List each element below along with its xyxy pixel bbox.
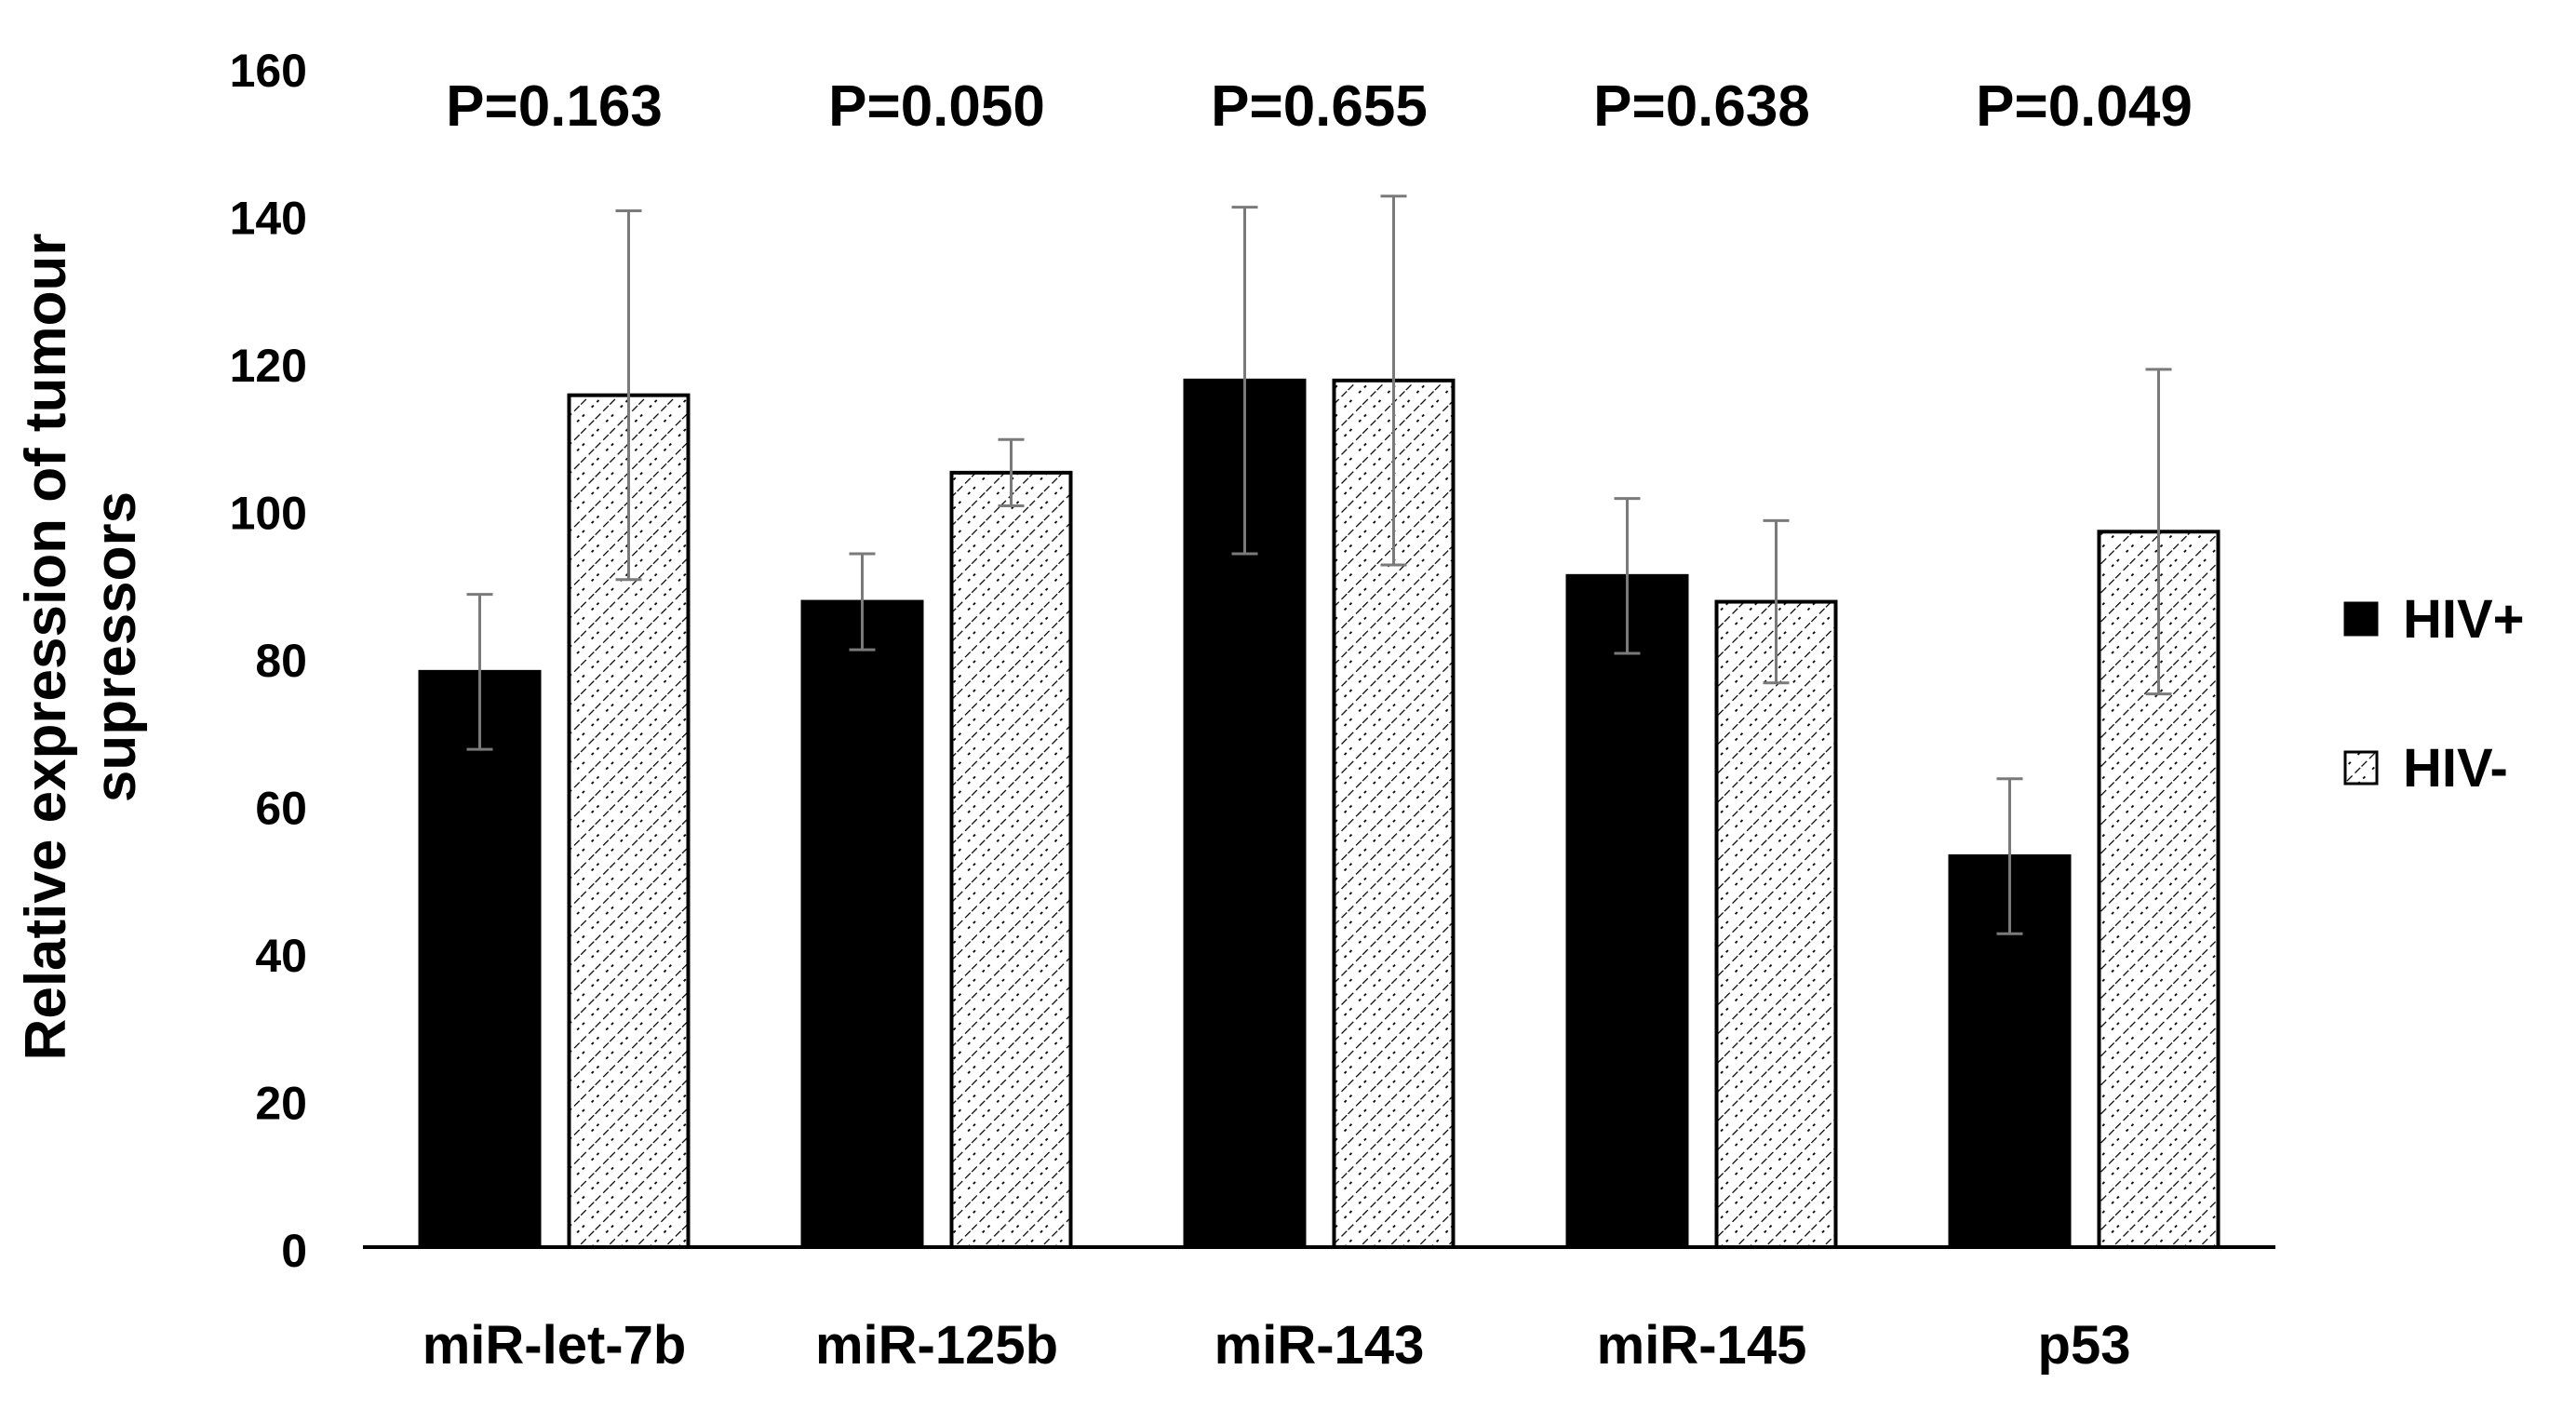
x-tick-label: miR-125b [815,1315,1058,1376]
y-axis-label: Relative expression of tumour supressors [14,234,148,1061]
x-tick-label: p53 [2038,1315,2131,1376]
y-tick-label: 60 [255,783,307,835]
x-tick-label: miR-145 [1597,1315,1807,1376]
bar-hiv-pos-mir-let-7b [418,669,542,1249]
bar-hiv-pos-mir-145 [1565,573,1689,1249]
legend-swatch-hiv-pos [2343,601,2379,637]
legend-label-hiv-pos: HIV+ [2403,589,2525,650]
p-value-label: P=0.655 [1211,74,1428,139]
bar-hiv-neg-mir-125b [949,470,1073,1249]
y-tick-label: 80 [255,635,307,687]
y-tick-label: 140 [230,193,307,245]
p-value-label: P=0.163 [446,74,663,139]
x-tick-label: miR-143 [1214,1315,1425,1376]
bars [418,378,2220,1250]
error-bars [466,195,2172,935]
y-axis-ticks: 0 20 40 60 80 100 120 140 160 [230,45,307,1277]
y-tick-label: 40 [255,930,307,982]
bar-hiv-pos-mir-125b [800,599,924,1249]
p-value-label: P=0.049 [1976,74,2193,139]
y-axis-label-line-1: Relative expression of tumour [14,234,78,1061]
x-axis-labels: miR-let-7b miR-125b miR-143 miR-145 p53 [423,1315,2131,1376]
y-tick-label: 120 [230,340,307,392]
y-tick-label: 0 [281,1225,307,1277]
y-tick-label: 160 [230,45,307,97]
p-value-label: P=0.050 [828,74,1045,139]
p-value-label: P=0.638 [1593,74,1810,139]
p-value-labels: P=0.163 P=0.050 P=0.655 P=0.638 P=0.049 [446,74,2193,139]
legend-label-hiv-neg: HIV- [2403,738,2508,799]
bar-hiv-pos-p53 [1948,853,2072,1249]
x-tick-label: miR-let-7b [423,1315,687,1376]
legend: HIV+ HIV- [2343,589,2525,799]
legend-swatch-hiv-neg [2343,750,2379,786]
bar-hiv-neg-mir-145 [1714,599,1838,1249]
y-tick-label: 100 [230,488,307,540]
y-tick-label: 20 [255,1078,307,1130]
y-axis-label-line-2: supressors [84,491,148,802]
